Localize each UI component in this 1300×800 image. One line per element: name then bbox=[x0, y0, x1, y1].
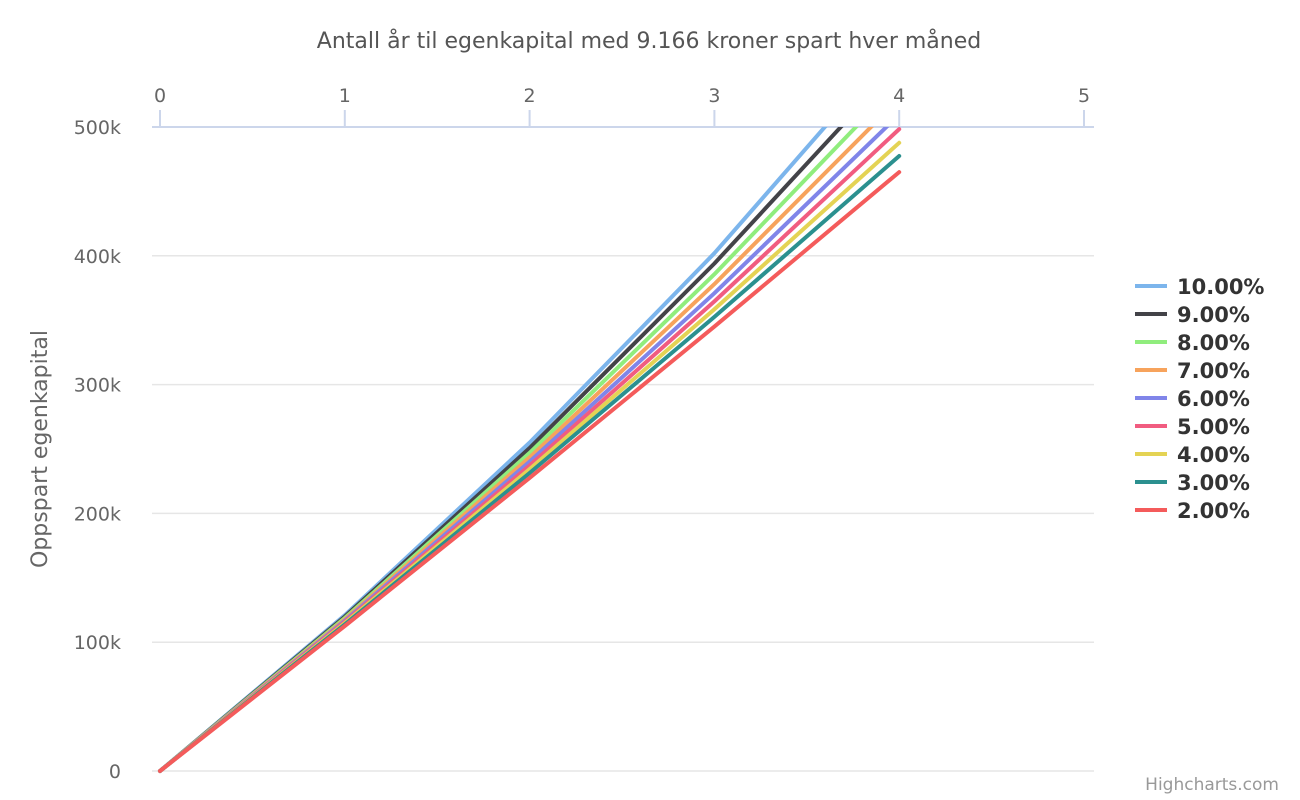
chart-title: Antall år til egenkapital med 9.166 kron… bbox=[317, 28, 981, 54]
x-tick-label: 2 bbox=[524, 85, 536, 107]
legend-item[interactable]: 6.00% bbox=[1135, 387, 1250, 411]
y-tick-label: 0 bbox=[109, 761, 121, 783]
legend-item[interactable]: 10.00% bbox=[1135, 275, 1264, 299]
y-tick-label: 400k bbox=[74, 246, 121, 268]
x-axis: 0 1 2 3 4 5 bbox=[154, 85, 1090, 127]
y-tick-label: 500k bbox=[74, 117, 121, 139]
legend: 10.00% 9.00% 8.00% 7.00% 6.00% 5.00% 4.00% 3.00… bbox=[1135, 275, 1264, 523]
x-tick-label: 0 bbox=[154, 85, 166, 107]
legend-label: 2.00% bbox=[1177, 499, 1250, 523]
legend-item[interactable]: 9.00% bbox=[1135, 303, 1250, 327]
y-axis-title: Oppspart egenkapital bbox=[28, 330, 53, 568]
gridlines bbox=[152, 126, 1094, 772]
legend-label: 7.00% bbox=[1177, 359, 1250, 383]
y-tick-label: 100k bbox=[74, 632, 121, 654]
y-tick-label: 200k bbox=[74, 503, 121, 525]
legend-item[interactable]: 3.00% bbox=[1135, 471, 1250, 495]
legend-label: 10.00% bbox=[1177, 275, 1264, 299]
legend-item[interactable]: 2.00% bbox=[1135, 499, 1250, 523]
x-tick-label: 4 bbox=[893, 85, 905, 107]
series-line[interactable] bbox=[158, 170, 902, 773]
legend-item[interactable]: 8.00% bbox=[1135, 331, 1250, 355]
series-lines bbox=[158, 42, 902, 773]
legend-label: 8.00% bbox=[1177, 331, 1250, 355]
legend-label: 9.00% bbox=[1177, 303, 1250, 327]
legend-label: 3.00% bbox=[1177, 471, 1250, 495]
legend-label: 4.00% bbox=[1177, 443, 1250, 467]
legend-label: 6.00% bbox=[1177, 387, 1250, 411]
x-tick-label: 1 bbox=[339, 85, 351, 107]
legend-label: 5.00% bbox=[1177, 415, 1250, 439]
legend-item[interactable]: 7.00% bbox=[1135, 359, 1250, 383]
x-tick-label: 5 bbox=[1078, 85, 1090, 107]
y-axis: 0 100k 200k 300k 400k 500k bbox=[74, 117, 121, 783]
legend-item[interactable]: 5.00% bbox=[1135, 415, 1250, 439]
y-tick-label: 300k bbox=[74, 375, 121, 397]
legend-item[interactable]: 4.00% bbox=[1135, 443, 1250, 467]
credits-label[interactable]: Highcharts.com bbox=[1145, 775, 1279, 795]
series-line[interactable] bbox=[158, 42, 899, 773]
x-tick-label: 3 bbox=[708, 85, 720, 107]
